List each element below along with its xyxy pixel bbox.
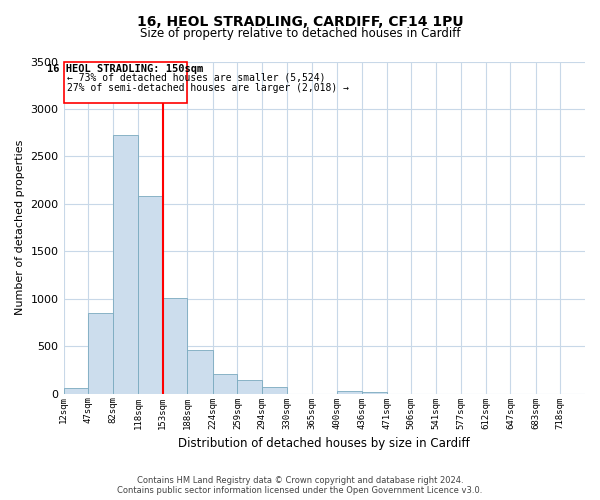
Bar	[187, 350, 213, 394]
Text: Size of property relative to detached houses in Cardiff: Size of property relative to detached ho…	[140, 28, 460, 40]
Text: 27% of semi-detached houses are larger (2,018) →: 27% of semi-detached houses are larger (…	[67, 84, 349, 94]
Bar	[362, 392, 386, 394]
Text: ← 73% of detached houses are smaller (5,524): ← 73% of detached houses are smaller (5,…	[67, 73, 326, 83]
Bar	[262, 388, 287, 394]
Bar	[113, 134, 138, 394]
Bar	[213, 374, 238, 394]
Bar	[337, 391, 362, 394]
Text: 16, HEOL STRADLING, CARDIFF, CF14 1PU: 16, HEOL STRADLING, CARDIFF, CF14 1PU	[137, 15, 463, 29]
X-axis label: Distribution of detached houses by size in Cardiff: Distribution of detached houses by size …	[178, 437, 470, 450]
Y-axis label: Number of detached properties: Number of detached properties	[15, 140, 25, 316]
Bar	[88, 313, 113, 394]
FancyBboxPatch shape	[64, 62, 187, 104]
Text: 16 HEOL STRADLING: 150sqm: 16 HEOL STRADLING: 150sqm	[47, 64, 203, 74]
Text: Contains HM Land Registry data © Crown copyright and database right 2024.
Contai: Contains HM Land Registry data © Crown c…	[118, 476, 482, 495]
Bar	[138, 196, 163, 394]
Bar	[163, 298, 187, 394]
Bar	[64, 388, 88, 394]
Bar	[238, 380, 262, 394]
